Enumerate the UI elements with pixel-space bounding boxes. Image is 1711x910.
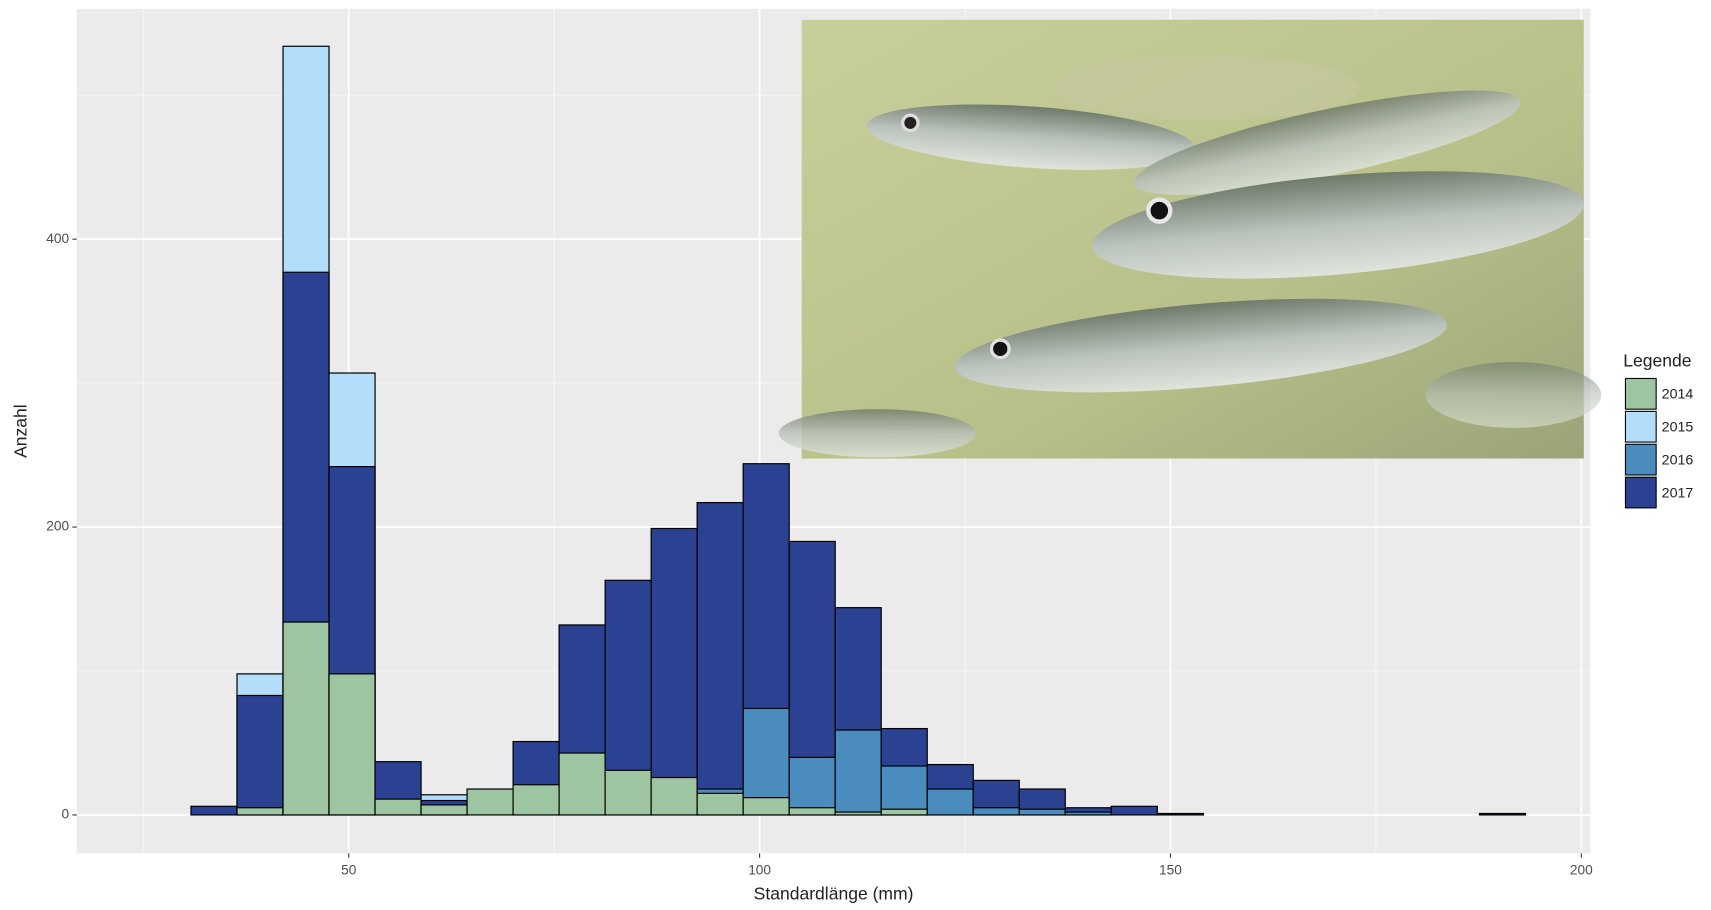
x-axis-title: Standardlänge (mm) xyxy=(754,884,914,904)
legend-label: 2015 xyxy=(1662,420,1694,436)
legend-label: 2016 xyxy=(1662,452,1694,468)
bar xyxy=(191,806,237,815)
legend-swatch xyxy=(1625,378,1656,409)
y-tick-label: 400 xyxy=(46,231,69,246)
bar xyxy=(421,805,467,815)
bar xyxy=(789,808,835,815)
bar xyxy=(605,770,651,815)
bar xyxy=(1157,814,1203,815)
bar xyxy=(697,503,743,815)
bar xyxy=(1019,809,1065,815)
bar xyxy=(237,695,283,814)
bar xyxy=(789,757,835,815)
x-tick-label: 200 xyxy=(1570,863,1593,878)
x-tick-label: 150 xyxy=(1159,863,1182,878)
bar xyxy=(559,753,605,815)
legend-label: 2014 xyxy=(1662,387,1694,403)
y-axis-title: Anzahl xyxy=(11,404,31,458)
y-tick-label: 0 xyxy=(61,807,69,822)
bar xyxy=(927,789,973,815)
bar xyxy=(743,798,789,815)
bar xyxy=(697,793,743,815)
bar xyxy=(1111,806,1157,815)
legend-swatch xyxy=(1625,444,1656,475)
bar xyxy=(1479,814,1525,815)
bar xyxy=(1065,812,1111,815)
x-tick-label: 100 xyxy=(748,863,771,878)
legend-swatch xyxy=(1625,477,1656,508)
legend-title: Legende xyxy=(1623,351,1691,371)
bar xyxy=(835,812,881,815)
legend-label: 2017 xyxy=(1662,485,1694,501)
y-tick-label: 200 xyxy=(46,519,69,534)
bar xyxy=(467,789,513,815)
bar xyxy=(881,809,927,815)
bar xyxy=(651,528,697,814)
bar xyxy=(283,622,329,815)
page: {"chart_data": { "type": "histogram", "x… xyxy=(0,0,1711,910)
legend-swatch xyxy=(1625,411,1656,442)
bar xyxy=(329,674,375,815)
bar xyxy=(651,778,697,815)
bar xyxy=(513,785,559,815)
x-tick-label: 50 xyxy=(341,863,357,878)
inset-photo xyxy=(779,20,1602,459)
bar xyxy=(375,799,421,815)
chart: 50 100 150 200 0 200 400 Standardlänge (mm) An… xyxy=(0,0,1711,905)
bar xyxy=(881,766,927,815)
bar xyxy=(237,808,283,815)
bar xyxy=(973,808,1019,815)
bar xyxy=(835,730,881,815)
legend: 2014 2015 2016 2017 xyxy=(1625,378,1693,507)
